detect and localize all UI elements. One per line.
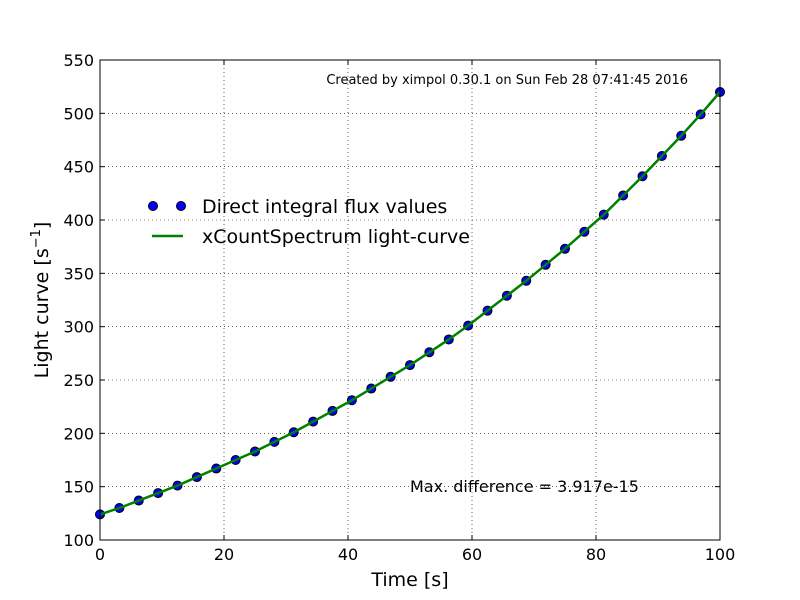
y-tick-label: 100: [63, 531, 94, 550]
y-tick-label: 250: [63, 371, 94, 390]
y-tick-label: 450: [63, 158, 94, 177]
y-tick-label: 550: [63, 51, 94, 70]
x-axis-title: Time [s]: [370, 569, 448, 591]
y-tick-label: 500: [63, 104, 94, 123]
y-tick-label: 200: [63, 424, 94, 443]
grid-lines: [100, 60, 720, 540]
y-tick-label: 300: [63, 318, 94, 337]
x-tick-label: 20: [214, 545, 234, 564]
created-annotation: Created by ximpol 0.30.1 on Sun Feb 28 0…: [326, 73, 688, 88]
legend-label-points: Direct integral flux values: [202, 196, 447, 218]
max-difference-annotation: Max. difference = 3.917e-15: [410, 477, 639, 496]
y-axis-title: Light curve [s−1]: [29, 222, 53, 379]
series-line-xcountspectrum: [99, 91, 721, 516]
plot-frame: [99, 59, 721, 541]
legend: Direct integral flux values xCountSpectr…: [148, 196, 470, 248]
y-tick-label: 150: [63, 478, 94, 497]
legend-marker-1: [148, 201, 158, 211]
y-axis-title-close: ]: [31, 222, 53, 229]
legend-marker-2: [176, 201, 186, 211]
x-tick-label: 80: [586, 545, 606, 564]
series-layer: [95, 87, 725, 520]
x-tick-label: 40: [338, 545, 358, 564]
x-tick-label: 100: [705, 545, 736, 564]
axis-ticks: 0 20 40 60 80 100 100 150 200 250 300 350 400 450 500 5…: [63, 51, 735, 564]
legend-label-curve: xCountSpectrum light-curve: [202, 226, 470, 248]
y-tick-label: 400: [63, 211, 94, 230]
y-axis-title-exponent: −1: [29, 229, 44, 248]
x-tick-label: 60: [462, 545, 482, 564]
x-tick-label: 0: [95, 545, 105, 564]
y-axis-title-main: Light curve [s: [31, 248, 53, 378]
y-tick-label: 350: [63, 264, 94, 283]
